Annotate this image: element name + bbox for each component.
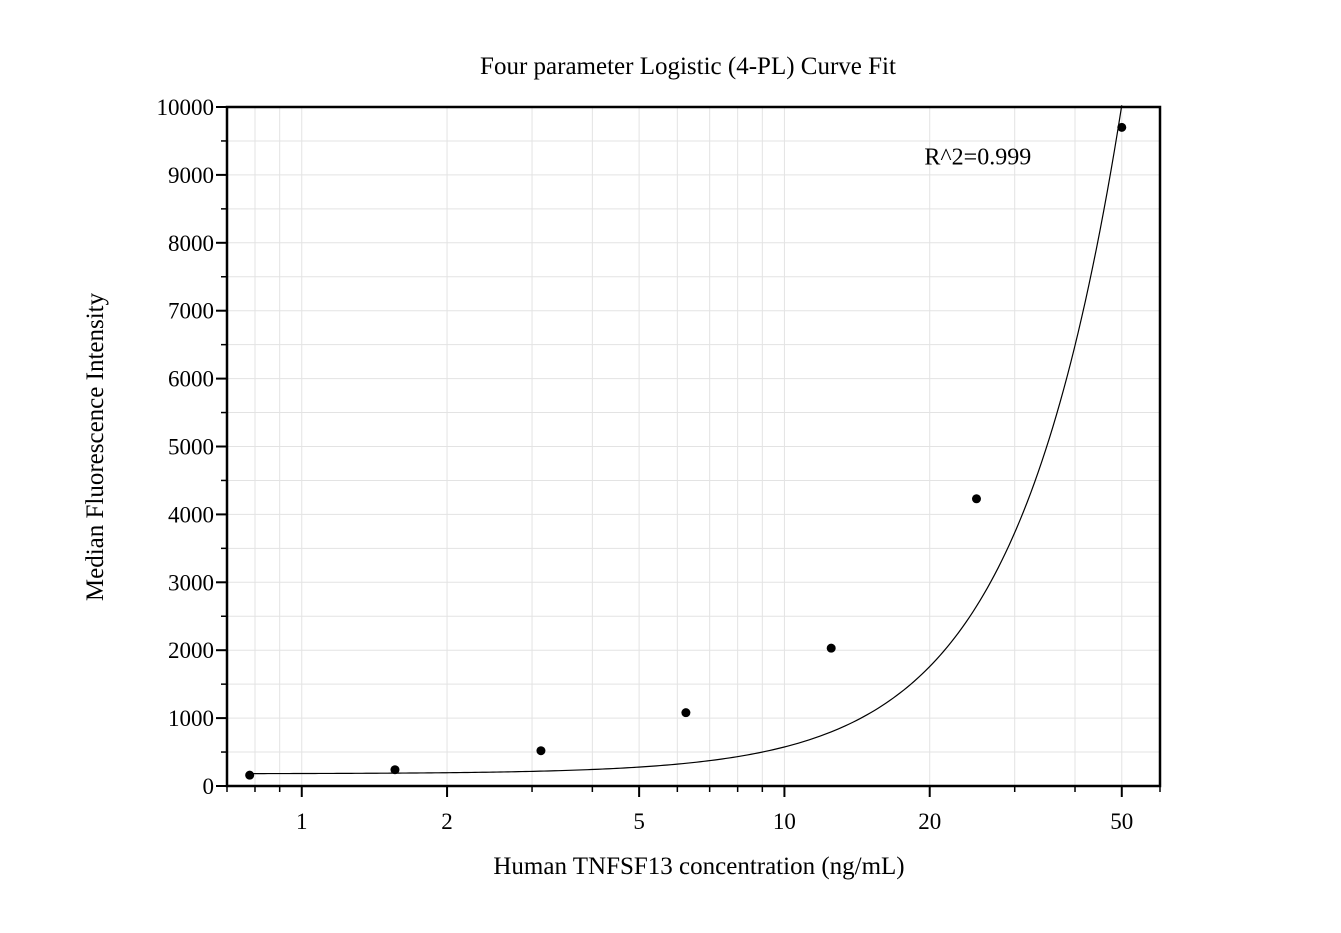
y-axis-ticks: 0 1000 2000 3000 4000 5000 6000 7000 8000 9000 100… <box>157 95 227 799</box>
data-point <box>1117 122 1127 132</box>
y-tick-label: 5000 <box>168 435 214 460</box>
data-point <box>245 770 255 780</box>
r-squared-annotation: R^2=0.999 <box>924 145 1031 171</box>
x-axis-label: Human TNFSF13 concentration (ng/mL) <box>493 853 904 880</box>
fit-curve <box>249 105 1123 775</box>
x-tick-label: 2 <box>441 809 453 834</box>
data-point <box>390 765 400 775</box>
grid <box>226 106 1161 787</box>
x-tick-label: 1 <box>296 809 308 834</box>
y-tick-label: 7000 <box>168 299 214 324</box>
y-axis-label: Median Fluorescence Intensity <box>82 292 109 601</box>
y-tick-label: 3000 <box>168 570 214 595</box>
y-tick-label: 4000 <box>168 502 214 527</box>
fit-curve-layer <box>249 105 1123 775</box>
y-tick-label: 10000 <box>157 95 215 120</box>
y-tick-label: 6000 <box>168 367 214 392</box>
y-tick-label: 2000 <box>168 638 214 663</box>
x-axis-ticks: 1 2 5 10 20 50 <box>226 786 1161 834</box>
data-points <box>245 122 1127 780</box>
data-point <box>971 494 981 504</box>
y-tick-label: 8000 <box>168 231 214 256</box>
y-tick-label: 1000 <box>168 706 214 731</box>
x-tick-label: 20 <box>918 809 941 834</box>
data-point <box>681 708 691 718</box>
x-tick-label: 10 <box>773 809 796 834</box>
x-tick-label: 50 <box>1110 809 1133 834</box>
y-tick-label: 0 <box>203 774 215 799</box>
y-tick-label: 9000 <box>168 163 214 188</box>
x-tick-label: 5 <box>633 809 645 834</box>
annotations: R^2=0.999 <box>924 145 1031 171</box>
data-point <box>536 746 546 756</box>
data-point <box>826 643 836 653</box>
chart-title: Four parameter Logistic (4-PL) Curve Fit <box>480 53 896 80</box>
